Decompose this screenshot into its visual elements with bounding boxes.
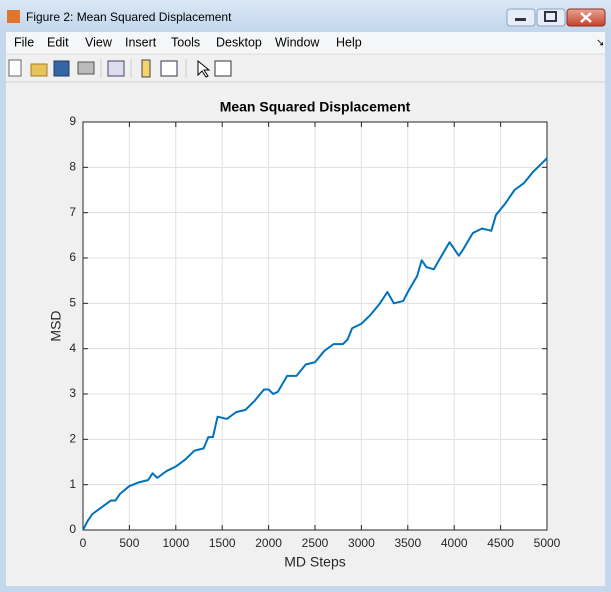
minimize-icon [515,18,526,21]
x-tick-label: 4500 [487,536,514,550]
x-axis-label: MD Steps [284,554,345,570]
axes-box [82,121,548,531]
colorbar-icon[interactable] [141,59,151,78]
x-tick-label: 0 [80,536,87,550]
x-tick-label: 5000 [534,536,561,550]
x-tick-label: 3500 [394,536,421,550]
close-icon [580,12,592,23]
menu-item[interactable]: Desktop [216,35,262,49]
minimize-button[interactable] [506,8,536,27]
x-tick-label: 2500 [302,536,329,550]
menu-item[interactable]: Tools [171,35,200,49]
data-line [82,157,548,531]
open-icon[interactable] [30,63,48,77]
new-icon[interactable] [8,59,22,77]
x-tick-label: 2000 [255,536,282,550]
x-tick-label: 1000 [162,536,189,550]
property-icon[interactable] [214,60,232,77]
y-axis-label: MSD [48,310,64,341]
chart-title: Mean Squared Displacement [220,99,411,115]
y-tick-label: 8 [69,160,76,174]
y-tick-label: 5 [69,296,76,310]
menu-bar [6,32,605,54]
y-tick-label: 0 [69,522,76,536]
x-tick-label: 4000 [441,536,468,550]
y-tick-label: 7 [69,205,76,219]
menu-item[interactable]: Edit [47,35,69,49]
y-tick-label: 1 [69,477,76,491]
y-tick-label: 9 [69,114,76,128]
y-tick-label: 2 [69,432,76,446]
menu-arrow[interactable]: ↘ [596,38,604,49]
save-icon[interactable] [53,60,70,77]
toolbar [8,59,232,78]
link-icon[interactable] [107,60,125,77]
x-tick-label: 3000 [348,536,375,550]
y-tick-label: 3 [69,386,76,400]
y-tick-label: 4 [69,341,76,355]
menu-item[interactable]: View [85,35,113,49]
menu-item[interactable]: Insert [125,35,157,49]
legend-icon[interactable] [160,60,178,77]
print-icon[interactable] [77,61,95,75]
app-icon [7,10,20,23]
y-tick-label: 6 [69,250,76,264]
x-tick-label: 1500 [209,536,236,550]
menu-item[interactable]: Help [336,35,362,49]
menu-item[interactable]: File [14,35,34,49]
pointer-icon[interactable] [197,59,211,78]
maximize-icon [544,11,557,22]
window-title: Figure 2: Mean Squared Displacement [26,10,232,24]
x-tick-label: 500 [119,536,139,550]
menu-item[interactable]: Window [275,35,320,49]
